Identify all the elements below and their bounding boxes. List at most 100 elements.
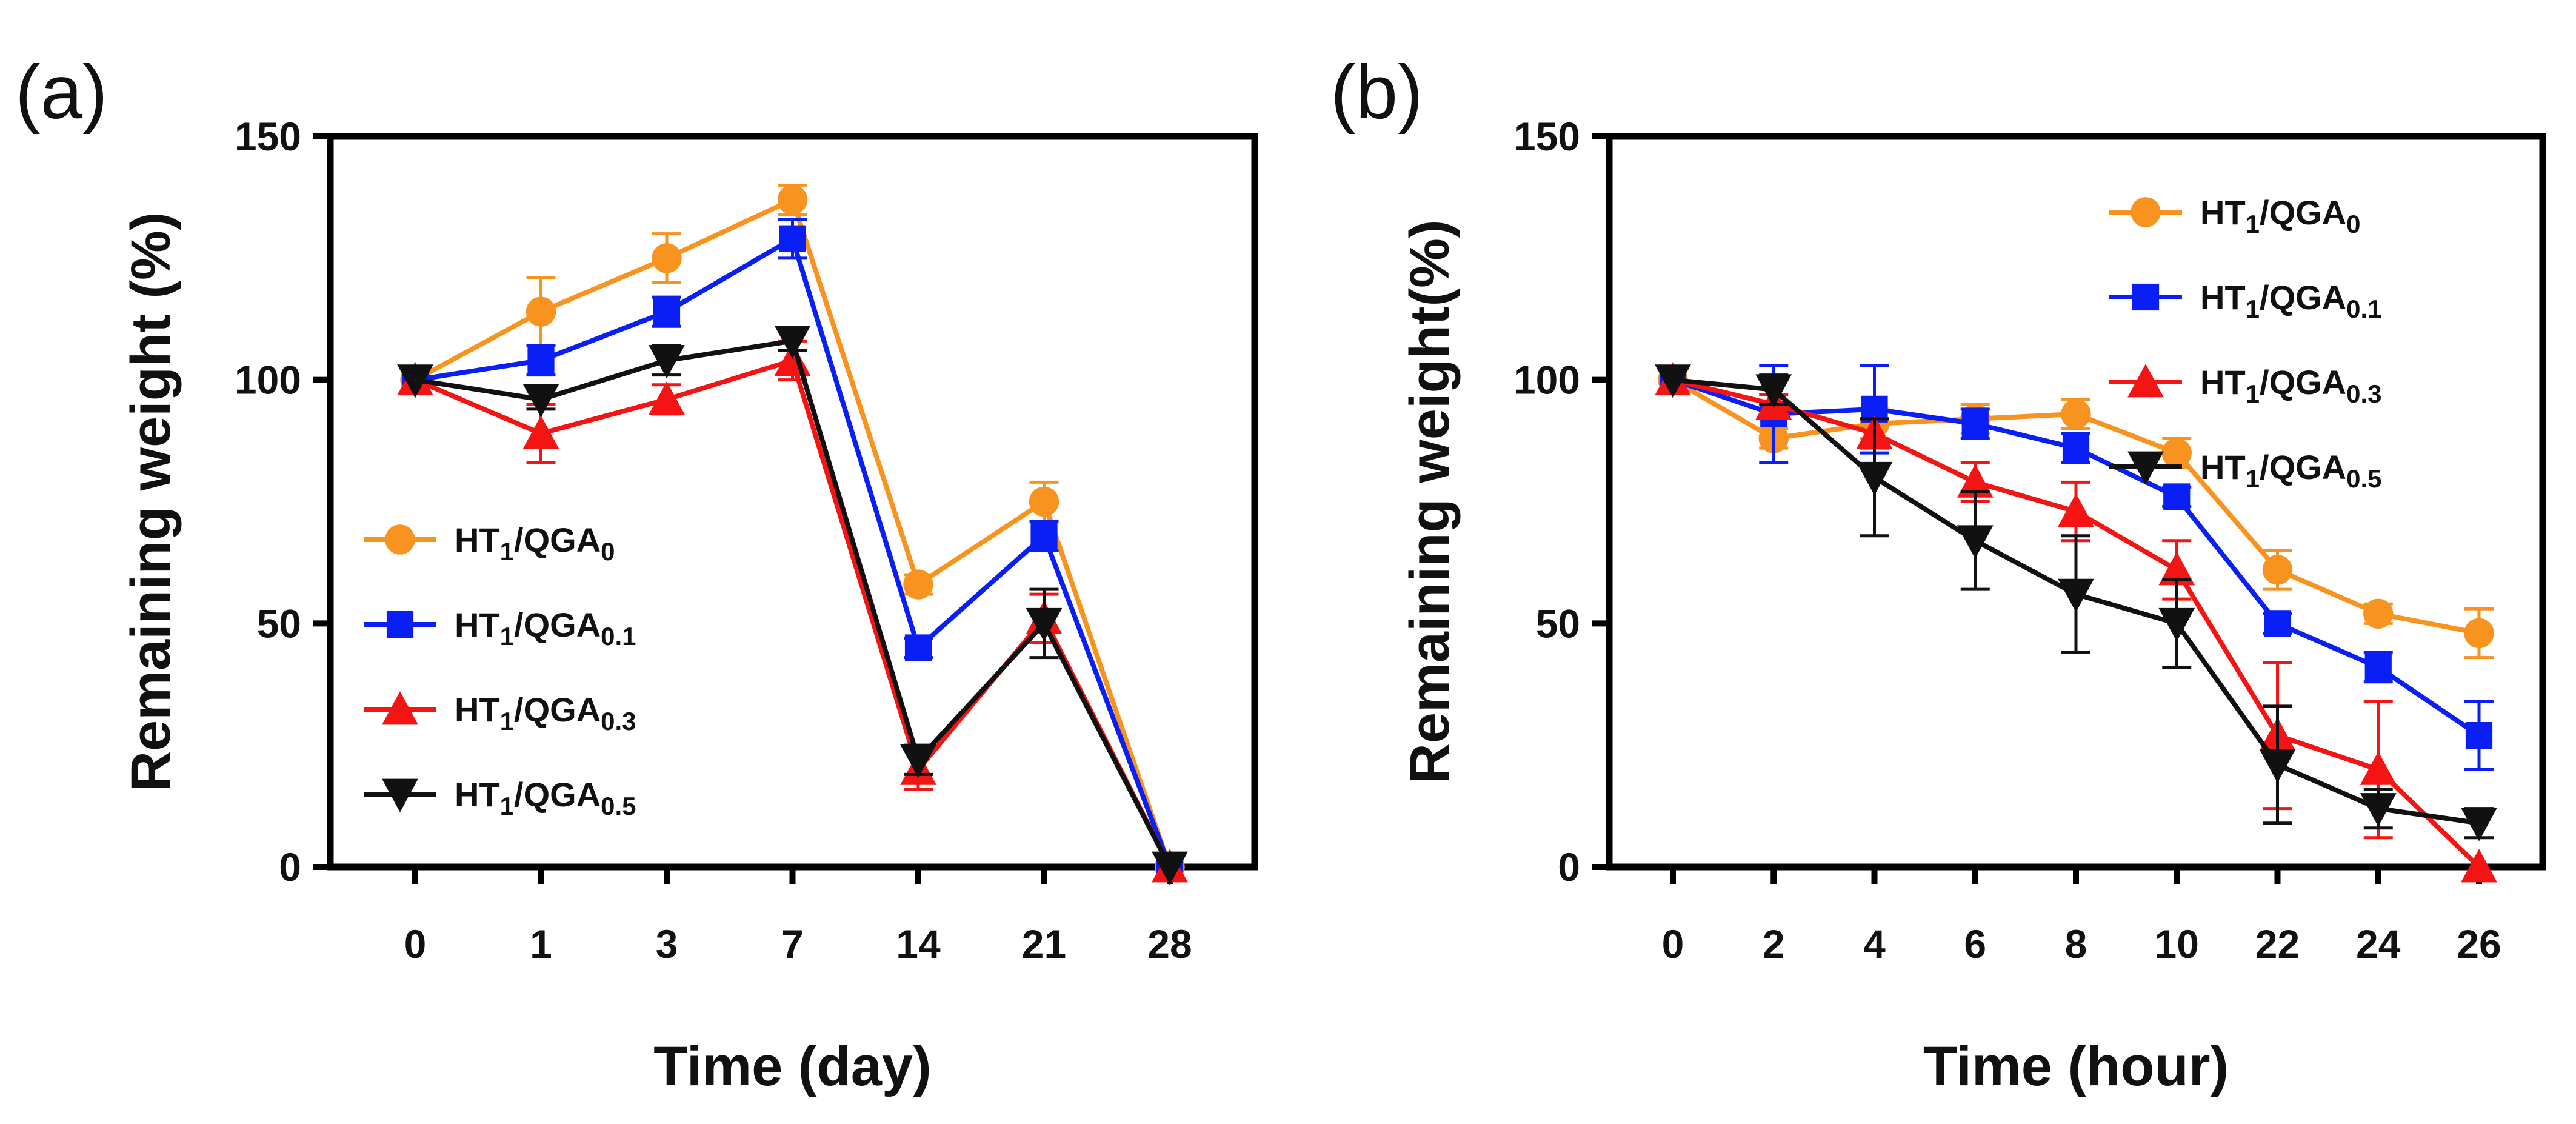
legend-label-part: 0.5 [2346, 464, 2381, 493]
x-tick-label: 2 [1763, 922, 1785, 966]
legend-label-part: /QGA [514, 606, 601, 644]
panel-a-chart: (a) 0 50 100 150 0 1 3 7 14 21 28 Remaining weight (… [15, 50, 1258, 1097]
data-point [904, 634, 932, 661]
data-point [2058, 493, 2094, 527]
legend-marker [2127, 451, 2164, 485]
y-tick-label: 150 [1513, 114, 1580, 159]
legend-entry-1: HT1/QGA0.1 [364, 606, 636, 651]
data-point [1655, 364, 1691, 398]
data-point [900, 744, 936, 778]
data-point [2058, 578, 2094, 613]
legend-label-part: 0 [2346, 210, 2360, 238]
legend-label: HT1/QGA0.5 [455, 775, 636, 820]
data-point [1152, 851, 1188, 885]
legend-marker [386, 611, 414, 638]
data-point [522, 415, 559, 449]
legend-entry-3: HT1/QGA0.5 [2109, 448, 2382, 493]
data-point [2465, 722, 2493, 749]
data-point [649, 381, 685, 415]
data-point [903, 569, 933, 600]
legend-marker [2127, 364, 2164, 398]
data-point [2363, 598, 2394, 629]
legend-label-part: HT [455, 521, 500, 559]
legend-label-part: 1 [500, 792, 514, 820]
legend-label-part: 0.5 [601, 792, 636, 820]
data-point [1755, 374, 1792, 408]
legend-label-part: /QGA [514, 521, 601, 559]
data-point [649, 345, 685, 379]
series-3 [1655, 364, 2497, 841]
data-point [527, 347, 555, 374]
data-point [522, 384, 559, 418]
legend-label-part: HT [2200, 363, 2246, 401]
data-point [397, 364, 433, 398]
legend-label: HT1/QGA0 [455, 521, 615, 566]
legend-label-part: /QGA [514, 691, 601, 729]
data-point [652, 243, 682, 273]
y-tick-label: 0 [1558, 845, 1580, 889]
legend-label-part: /QGA [514, 775, 601, 814]
data-point [1856, 461, 1893, 496]
legend-entry-3: HT1/QGA0.5 [364, 775, 636, 820]
data-point [774, 325, 811, 360]
legend-label-part: /QGA [2260, 278, 2346, 316]
data-point [2461, 849, 2497, 883]
data-point [1961, 410, 1989, 438]
data-point [2264, 610, 2291, 637]
legend-entry-0: HT1/QGA0 [364, 521, 615, 566]
data-point [1030, 522, 1058, 549]
data-point [1029, 486, 1059, 517]
x-tick-label: 7 [781, 922, 804, 966]
x-tick-label: 22 [2255, 922, 2300, 966]
legend-label-part: HT [2200, 448, 2246, 486]
x-tick-label: 21 [1022, 922, 1066, 966]
x-tick-label: 28 [1147, 922, 1192, 966]
data-point [1026, 607, 1063, 642]
data-point [2360, 793, 2397, 827]
data-point [1957, 464, 1994, 498]
x-tick-label: 1 [530, 922, 552, 966]
x-tick-label: 14 [896, 922, 941, 966]
legend-label-part: 0 [601, 537, 615, 566]
y-axis-label: Remaining weight(%) [1399, 219, 1461, 783]
x-tick-label: 24 [2356, 922, 2401, 966]
data-point [526, 296, 556, 327]
legend-label: HT1/QGA0.3 [2200, 363, 2382, 408]
legend-label-part: 1 [2246, 210, 2260, 238]
legend-marker [382, 778, 418, 812]
legend-label-part: 1 [500, 537, 514, 566]
x-tick-label: 4 [1863, 922, 1886, 966]
legend-label-part: 0.3 [601, 707, 636, 735]
data-point [2259, 749, 2296, 783]
legend-label-part: 1 [2246, 380, 2260, 408]
data-point [2364, 654, 2392, 681]
legend-marker [2132, 283, 2160, 311]
y-tick-label: 50 [1536, 601, 1580, 646]
y-tick-label: 0 [279, 845, 301, 889]
data-point [653, 298, 681, 326]
x-axis-label: Time (day) [653, 1035, 931, 1097]
y-tick-label: 150 [235, 114, 301, 159]
data-point [2262, 555, 2293, 585]
legend-label-part: 0.1 [2346, 295, 2381, 323]
data-point [2062, 435, 2090, 462]
x-tick-label: 3 [656, 922, 678, 966]
data-point [2158, 552, 2195, 586]
y-tick-label: 100 [235, 358, 301, 403]
series-3 [397, 325, 1188, 885]
panel-label: (a) [15, 50, 108, 135]
x-tick-label: 26 [2457, 922, 2501, 966]
data-point [2163, 483, 2191, 510]
data-point [2461, 808, 2497, 841]
y-tick-label: 50 [257, 601, 301, 646]
legend-label: HT1/QGA0.1 [2200, 278, 2382, 323]
x-tick-label: 0 [404, 922, 427, 966]
legend-entry-0: HT1/QGA0 [2109, 193, 2361, 238]
data-point [777, 184, 808, 215]
panel-label: (b) [1330, 50, 1423, 135]
x-axis-label: Time (hour) [1923, 1035, 2229, 1097]
legend-label-part: 1 [2246, 464, 2260, 493]
x-tick-label: 6 [1964, 922, 1986, 966]
legend-label-part: /QGA [2260, 363, 2346, 401]
